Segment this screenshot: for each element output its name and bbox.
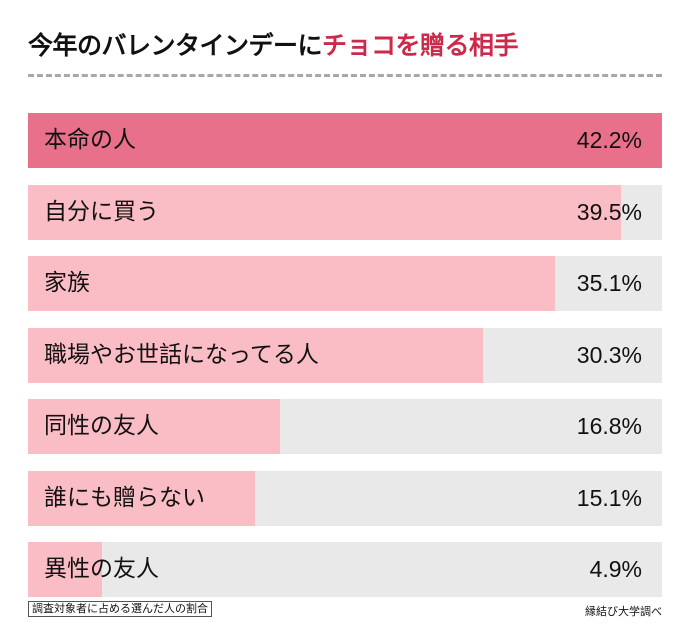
bar bbox=[28, 327, 484, 383]
category-label: 同性の友人 bbox=[44, 413, 159, 439]
value-label: 42.2% bbox=[576, 127, 642, 153]
value-label: 30.3% bbox=[576, 341, 642, 368]
source: 縁結び大学調べ bbox=[585, 605, 662, 618]
category-label: 異性の友人 bbox=[44, 556, 159, 582]
bar-row: 職場やお世話になってる人 30.3% bbox=[28, 327, 662, 383]
value-label: 15.1% bbox=[576, 484, 642, 511]
bar-row: 自分に買う 39.5% bbox=[28, 184, 662, 240]
dashed-divider bbox=[28, 74, 662, 77]
value-label: 4.9% bbox=[589, 556, 642, 582]
bar bbox=[28, 184, 622, 240]
value-label: 16.8% bbox=[576, 413, 642, 439]
bar-row: 同性の友人 16.8% bbox=[28, 399, 662, 454]
category-label: 自分に買う bbox=[44, 198, 159, 225]
bar bbox=[28, 113, 662, 168]
category-label: 職場やお世話になってる人 bbox=[44, 341, 319, 368]
bar bbox=[28, 470, 255, 526]
bar bbox=[28, 256, 556, 311]
value-label: 35.1% bbox=[576, 270, 642, 296]
bar bbox=[28, 542, 102, 597]
value-label: 39.5% bbox=[576, 198, 642, 225]
category-label: 本命の人 bbox=[44, 127, 136, 153]
category-label: 家族 bbox=[44, 270, 90, 296]
bar-row: 本命の人 42.2% bbox=[28, 113, 662, 168]
footnote: 調査対象者に占める選んだ人の割合 bbox=[28, 601, 212, 617]
category-label: 誰にも贈らない bbox=[44, 484, 205, 511]
title-highlight: チョコを贈る相手 bbox=[322, 31, 519, 60]
bar bbox=[28, 399, 281, 454]
bar-row: 異性の友人 4.9% bbox=[28, 542, 662, 597]
bar-row: 誰にも贈らない 15.1% bbox=[28, 470, 662, 526]
bar-row: 家族 35.1% bbox=[28, 256, 662, 311]
title-main: 今年のバレンタインデーに bbox=[28, 31, 323, 60]
chart-title: 今年のバレンタインデーにチョコを贈る相手 bbox=[28, 26, 519, 62]
